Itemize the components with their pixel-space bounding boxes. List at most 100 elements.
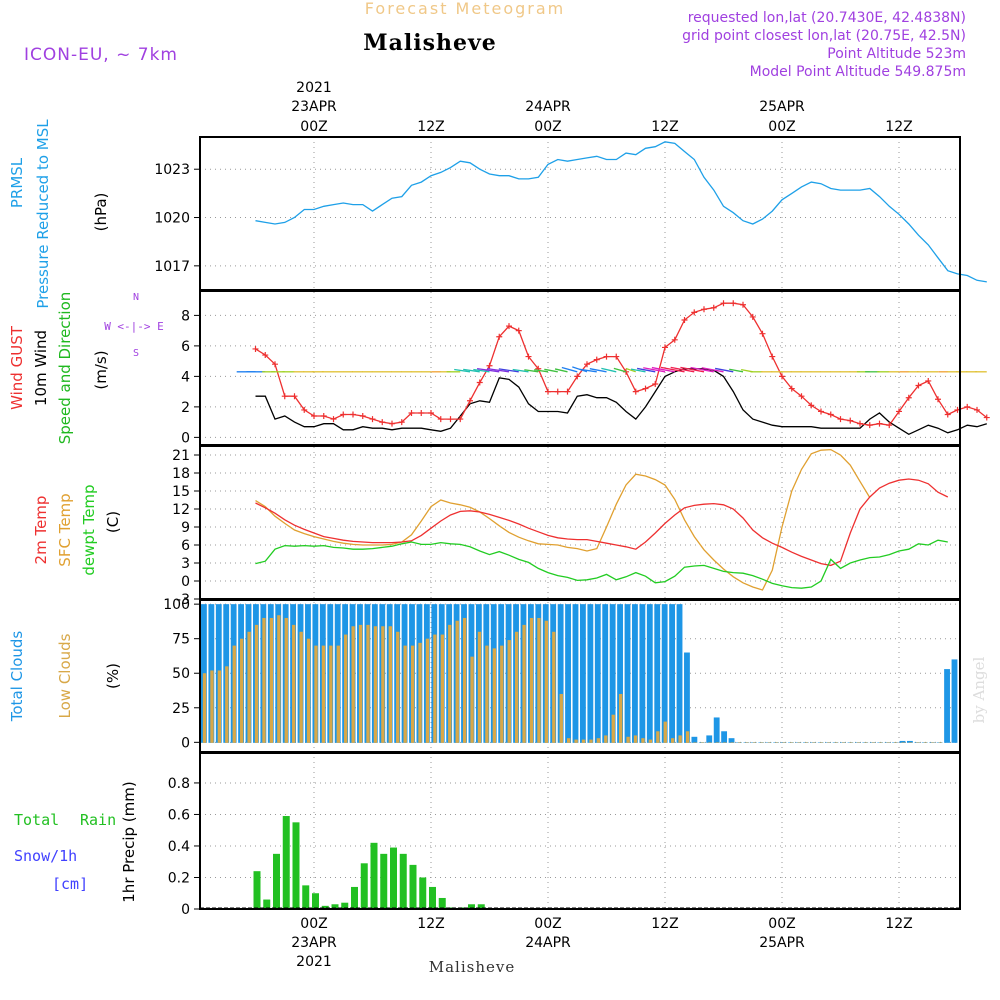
gust-marker [525, 353, 532, 360]
low-cloud-bar [462, 617, 467, 743]
total-cloud-bar [632, 604, 638, 743]
compass-north: N [133, 292, 139, 303]
precip-unit-label: 1hr Precip (mm) [120, 781, 138, 902]
temp-ytick-label: 15 [172, 484, 190, 500]
gust-marker [262, 352, 269, 359]
low-cloud-bar [544, 620, 549, 743]
temp-ytick-label: 9 [181, 520, 190, 536]
wind-direction-arrow [625, 367, 636, 373]
precip-panel-frame [199, 752, 961, 910]
date-tick-bottom: 24APR [525, 935, 571, 951]
low-cloud-bar [306, 638, 311, 743]
low-cloud-bar [767, 742, 771, 743]
low-cloud-bar [381, 626, 385, 743]
wind-direction-arrow [476, 367, 500, 373]
wind-direction-arrow [630, 368, 646, 373]
low-cloud-bar [708, 742, 712, 743]
low-cloud-bar [470, 656, 474, 743]
rain-bar [312, 893, 319, 909]
gust-series-line [255, 302, 988, 426]
temp-ytick-label: 0 [181, 574, 190, 590]
low-cloud-bar [611, 714, 615, 743]
date-tick-bottom: 25APR [759, 935, 805, 951]
year-tick-top: 2021 [296, 80, 332, 96]
low-cloud-bar [745, 742, 749, 743]
gust-marker [281, 393, 288, 400]
rain-label: Rain [80, 811, 116, 829]
clouds-ytick-label: 25 [172, 701, 190, 717]
gust-marker [291, 393, 298, 400]
time-tick-bottom: 12Z [651, 916, 678, 932]
gust-marker [827, 411, 834, 418]
time-tick-bottom: 00Z [300, 916, 327, 932]
gust-marker [886, 422, 893, 429]
low-cloud-bar [685, 731, 690, 743]
low-cloud-bar [455, 620, 459, 743]
gust-marker [759, 330, 766, 337]
low-cloud-bar [908, 742, 913, 743]
grid-coords: grid point closest lon,lat (20.75E, 42.5… [682, 28, 966, 44]
rain-bar [351, 886, 358, 909]
gust-marker [545, 388, 551, 395]
low-cloud-bar [477, 631, 482, 743]
low-cloud-bar [633, 735, 638, 743]
low-cloud-bar [715, 742, 719, 743]
wind-ytick-label: 4 [181, 369, 190, 385]
gust-marker [359, 413, 366, 420]
total-cloud-bar [609, 604, 616, 743]
pressure-label-prmsl: PRMSL [8, 157, 26, 208]
low-cloud-bar [737, 742, 742, 743]
gust-marker [788, 385, 795, 392]
wind-ytick-label: 8 [181, 308, 190, 324]
total-cloud-bar [951, 659, 958, 743]
location-title: Malisheve [363, 30, 496, 56]
gust-marker [496, 333, 503, 340]
gust-marker [467, 397, 473, 404]
low-clouds-label: Low Clouds [56, 633, 74, 718]
low-cloud-bar [485, 645, 489, 743]
low-cloud-bar [247, 631, 251, 743]
low-cloud-bar [812, 742, 816, 743]
rain-bar [390, 847, 397, 909]
gust-marker [779, 373, 785, 380]
gust-marker [593, 356, 600, 363]
time-tick-bottom: 12Z [885, 916, 912, 932]
total-cloud-bar [706, 735, 713, 743]
rain-bar [370, 842, 378, 909]
total-cloud-bar [654, 604, 661, 743]
precip-ytick-label: 0.2 [168, 870, 190, 886]
total-cloud-bar [676, 604, 683, 743]
wind-direction-arrow [561, 366, 578, 373]
gust-marker [301, 406, 308, 413]
low-cloud-bar [879, 742, 883, 743]
total-label: Total [14, 811, 59, 829]
temp-ytick-label: 21 [172, 448, 190, 464]
low-cloud-bar [388, 626, 392, 743]
low-cloud-bar [916, 742, 920, 743]
gust-marker [340, 411, 347, 418]
low-cloud-bar [641, 738, 645, 743]
snow-label: Snow/1h [14, 847, 77, 865]
total-cloud-bar [661, 604, 668, 743]
gust-marker [866, 422, 873, 429]
gust-marker [876, 420, 883, 427]
footer-location: Malisheve [429, 958, 515, 976]
low-cloud-bar [262, 617, 266, 743]
wind-direction-arrow [613, 367, 627, 373]
low-cloud-bar [277, 615, 281, 743]
wind-ytick-label: 0 [181, 430, 190, 446]
time-tick-bottom: 00Z [768, 916, 795, 932]
gust-marker [574, 373, 581, 380]
clouds-ytick-label: 100 [163, 597, 190, 613]
wind-direction-arrow [701, 367, 724, 373]
total-cloud-bar [602, 604, 609, 743]
low-cloud-bar [500, 645, 504, 743]
gust-marker [437, 416, 444, 423]
low-cloud-bar [931, 742, 935, 743]
low-cloud-bar [566, 738, 571, 743]
wind-direction-arrow [544, 368, 558, 373]
low-cloud-bar [834, 742, 838, 743]
gust-marker [398, 419, 405, 426]
clouds-ytick-label: 0 [181, 735, 190, 751]
total-cloud-bar [944, 669, 950, 743]
